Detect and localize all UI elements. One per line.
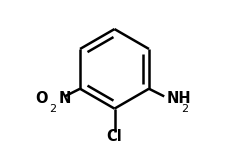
Text: NH: NH (166, 91, 191, 106)
Text: Cl: Cl (107, 129, 122, 144)
Text: N: N (59, 91, 71, 106)
Text: 2: 2 (49, 104, 57, 114)
Text: O: O (35, 91, 47, 106)
Text: 2: 2 (181, 104, 188, 114)
